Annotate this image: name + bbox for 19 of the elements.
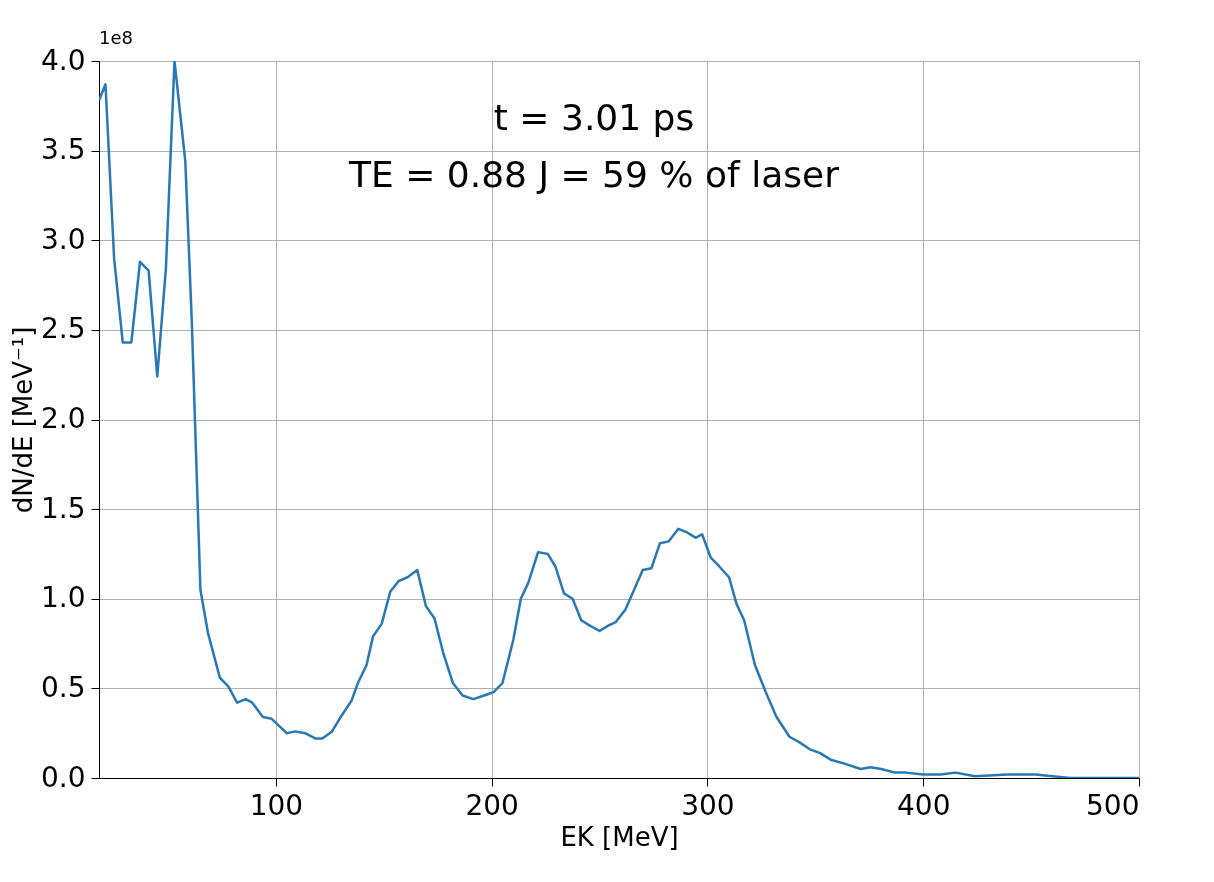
x-tick-label: 100	[249, 788, 304, 822]
text: 1e8	[99, 27, 133, 48]
x-tick-label: 400	[897, 788, 951, 822]
annotation: TE = 0.88 J = 59 % of laser	[348, 154, 840, 195]
y-tick-label: 2.5	[40, 312, 86, 346]
y-tick-label: 1.0	[40, 581, 86, 615]
y-tick-label: 3.5	[40, 133, 86, 167]
y-axis-title: dN/dE [MeV⁻¹]	[7, 326, 38, 514]
y-tick-label: 0.5	[40, 670, 86, 704]
x-tick-label: 200	[465, 788, 519, 822]
y-tick-label: 1.5	[40, 491, 86, 525]
y-tick-label: 4.0	[40, 43, 86, 77]
y-tick-label: 0.0	[40, 760, 86, 794]
x-tick-label: 500	[1086, 788, 1140, 822]
x-tick-label: 300	[681, 788, 735, 822]
y-tick-label: 2.0	[40, 402, 86, 435]
y-tick-label: 3.0	[40, 222, 86, 256]
x-axis-title: EK [MeV]	[560, 821, 679, 852]
annotation: t = 3.01 ps	[493, 97, 695, 138]
